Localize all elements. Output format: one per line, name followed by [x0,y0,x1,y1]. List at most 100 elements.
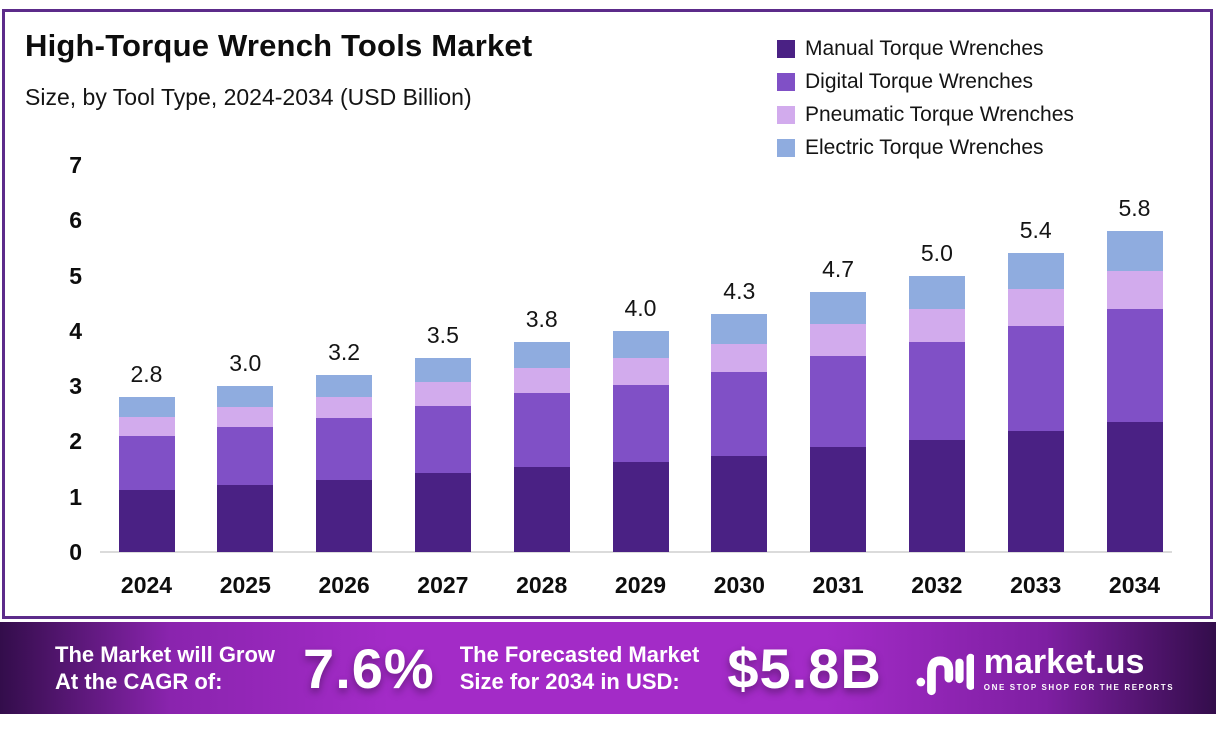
bar-segment-pneumatic [316,397,373,419]
bar-total-label: 2.8 [130,361,163,388]
legend-label: Pneumatic Torque Wrenches [805,102,1074,126]
bar-segment-manual [217,485,274,552]
bar-segment-pneumatic [612,357,669,385]
x-axis-baseline [100,551,1172,553]
stacked-bar-chart: 0 1 2 3 4 5 6 7 2.8 2024 3.0 2025 3.2 2026 3.5 2027 3.8 2… [0,130,1216,615]
bar-segment-digital [908,342,965,440]
bar-segment-manual [908,439,965,552]
x-axis-category-label: 2025 [219,572,271,598]
bar-total-label: 3.0 [229,350,262,377]
bar-total-label: 4.3 [723,278,756,305]
bar-segment-manual [1106,422,1163,552]
bar-segment-electric [118,397,175,417]
bar-segment-manual [316,480,373,552]
chart-legend: Manual Torque Wrenches Digital Torque Wre… [777,32,1074,164]
bar-segment-manual [1007,430,1064,552]
x-axis-category-label: 2030 [713,572,765,598]
bar-segment-pneumatic [1106,270,1163,310]
bar-segment-manual [810,446,867,552]
bar-segment-electric [711,314,768,344]
bar-segment-pneumatic [711,343,768,373]
page-title: High-Torque Wrench Tools Market [25,28,533,63]
x-axis-category-label: 2031 [812,572,864,598]
bar-segment-manual [612,462,669,552]
bar-segment-electric [1007,253,1064,290]
forecast-label-line2: Size for 2034 in USD: [459,669,680,694]
bar-segment-electric [612,330,669,358]
marketus-logo-name: market.us [983,642,1145,681]
x-axis-category-label: 2027 [417,572,469,598]
x-axis-category-label: 2034 [1108,572,1161,598]
bar-segment-pneumatic [810,324,867,356]
bar-total-label: 3.8 [525,305,558,332]
bar-segment-digital [1007,325,1064,431]
bar-segment-digital [513,393,570,467]
bar-segment-digital [1106,309,1163,423]
bar-total-label: 5.4 [1019,217,1052,244]
bar-total-label: 3.2 [328,339,361,366]
y-axis-tick-label: 0 [69,539,82,565]
bar-segment-electric [1106,231,1163,271]
legend-item: Pneumatic Torque Wrenches [777,98,1074,131]
cagr-label-line1: The Market will Grow [55,641,276,667]
x-axis-category-label: 2026 [318,572,370,598]
cagr-value: 7.6% [303,636,435,700]
bar-segment-electric [316,375,373,398]
x-axis-category-label: 2028 [516,572,568,598]
bar-total-label: 3.5 [426,322,459,349]
x-axis-category-label: 2029 [614,572,667,598]
bar-total-label: 5.0 [920,239,953,266]
bar-segment-pneumatic [908,308,965,343]
y-axis-tick-label: 4 [69,317,82,344]
legend-item: Manual Torque Wrenches [777,32,1074,65]
forecast-label: The Forecasted Market Size for 2034 in U… [460,641,700,696]
cagr-label: The Market will Grow At the CAGR of: [55,641,275,696]
bar-segment-digital [711,372,768,456]
legend-label: Electric Torque Wrenches [805,135,1044,159]
bar-segment-digital [118,435,175,490]
legend-swatch-icon [777,72,795,91]
bar-segment-digital [217,427,274,486]
bar-segment-digital [414,406,471,474]
bar-segment-digital [810,355,867,447]
bar-segment-pneumatic [414,382,471,406]
bar-total-label: 4.0 [624,294,657,321]
y-axis-tick-label: 6 [69,207,82,234]
legend-swatch-icon [777,105,795,124]
bar-segment-electric [217,386,274,407]
y-axis-tick-label: 5 [69,262,82,289]
marketus-logo: market.us ONE STOP SHOP FOR THE REPORTS [916,639,1174,697]
cagr-label-line2: At the CAGR of: [55,669,223,694]
bar-segment-pneumatic [217,406,274,427]
footer-banner: The Market will Grow At the CAGR of: 7.6… [0,622,1216,714]
legend-label: Manual Torque Wrenches [805,36,1044,60]
forecast-value: $5.8B [727,636,882,700]
bar-segment-manual [118,489,175,552]
x-axis-category-label: 2032 [911,572,963,598]
forecast-label-line1: The Forecasted Market [459,641,700,667]
bar-segment-digital [316,418,373,481]
bar-total-label: 5.8 [1118,195,1151,222]
page-subtitle: Size, by Tool Type, 2024-2034 (USD Billi… [25,84,472,110]
bar-segment-digital [612,384,669,463]
bar-segment-pneumatic [1007,289,1064,326]
y-axis-tick-label: 2 [69,428,82,455]
bar-segment-electric [908,275,965,309]
legend-item: Digital Torque Wrenches [777,65,1074,98]
bar-segment-manual [414,473,471,552]
bar-segment-electric [810,292,867,325]
marketus-logo-icon [916,653,974,696]
bar-segment-electric [513,341,570,368]
y-axis-tick-label: 3 [69,373,82,400]
legend-item: Electric Torque Wrenches [777,131,1074,164]
legend-label: Digital Torque Wrenches [805,69,1034,93]
legend-swatch-icon [777,39,795,58]
bar-segment-pneumatic [513,367,570,394]
bar-segment-manual [711,455,768,552]
y-axis-tick-label: 1 [69,483,82,510]
bar-segment-electric [414,358,471,383]
x-axis-category-label: 2033 [1010,572,1062,598]
marketus-logo-tagline: ONE STOP SHOP FOR THE REPORTS [983,682,1175,692]
bar-total-label: 4.7 [822,256,855,283]
